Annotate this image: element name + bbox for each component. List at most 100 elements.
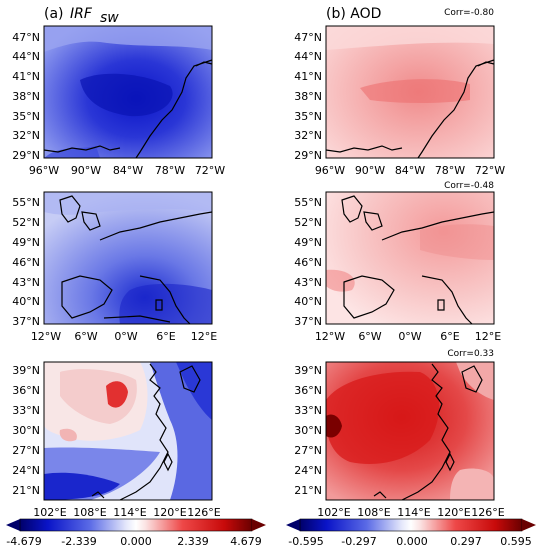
xtick-label: 6°E: [156, 330, 175, 343]
xticks-ea-right: 102°E 108°E 114°E 120°E 126°E: [317, 506, 504, 519]
xtick-label: 126°E: [471, 506, 504, 519]
colorbar-left-tick: -2.339: [61, 535, 96, 548]
colorbar-right-tick: -0.595: [288, 535, 323, 548]
map-eu-aod-field: [326, 192, 494, 324]
map-ea-aod: [325, 361, 495, 501]
colorbar-right-tick: 0.297: [450, 535, 482, 548]
xticks-ea-left: 102°E 108°E 114°E 120°E 126°E: [33, 506, 220, 519]
xtick-label: 114°E: [113, 506, 146, 519]
colorbar-left-tick: 0.000: [120, 535, 152, 548]
left-title-subscript: sw: [100, 10, 119, 26]
colorbar-right-max-arrow: [522, 519, 536, 531]
ytick-label: 36°N: [294, 384, 322, 397]
ytick-label: 29°N: [294, 149, 322, 162]
xtick-label: 126°E: [187, 506, 220, 519]
xtick-label: 90°W: [355, 164, 385, 177]
ytick-label: 33°N: [294, 404, 322, 417]
ytick-label: 38°N: [12, 90, 40, 103]
ytick-label: 21°N: [294, 484, 322, 497]
corr-label-eu: Corr=-0.48: [444, 181, 494, 191]
ytick-label: 43°N: [294, 276, 322, 289]
left-title-prefix: (a): [44, 6, 64, 22]
corr-label-ea: Corr=0.33: [447, 349, 494, 359]
yticks-us-left: 47°N 44°N 41°N 38°N 35°N 32°N 29°N: [12, 31, 40, 162]
coastline-iberia: [61, 275, 113, 319]
coastline-us-east: [135, 59, 213, 159]
coastline-taiwan: [163, 452, 173, 472]
colorbar-left-max-arrow: [252, 519, 266, 531]
ytick-label: 32°N: [12, 129, 40, 142]
xticks-eu-left: 12°W 6°W 0°W 6°E 12°E: [31, 330, 217, 343]
ytick-label: 46°N: [294, 256, 322, 269]
ytick-label: 32°N: [294, 129, 322, 142]
colorbar-right-tick: -0.297: [341, 535, 376, 548]
coastline-china: [119, 363, 169, 501]
xtick-label: 72°W: [475, 164, 505, 177]
xtick-label: 96°W: [29, 164, 59, 177]
ytick-label: 41°N: [12, 70, 40, 83]
xticks-us-right: 96°W 90°W 84°W 78°W 72°W: [315, 164, 505, 177]
yticks-eu-left: 55°N 52°N 49°N 46°N 43°N 40°N 37°N: [12, 196, 40, 328]
colorbar-right-bar: [299, 518, 523, 532]
xtick-label: 102°E: [33, 506, 66, 519]
right-title: (b) AOD: [326, 6, 381, 22]
ytick-label: 21°N: [12, 484, 40, 497]
ytick-label: 27°N: [294, 444, 322, 457]
map-ea-irf: [43, 361, 213, 501]
ytick-label: 39°N: [294, 364, 322, 377]
xtick-label: 114°E: [397, 506, 430, 519]
ytick-label: 47°N: [12, 31, 40, 44]
yticks-eu-right: 55°N 52°N 49°N 46°N 43°N 40°N 37°N: [294, 196, 322, 328]
ytick-label: 47°N: [294, 31, 322, 44]
ytick-label: 40°N: [294, 295, 322, 308]
xtick-label: 96°W: [315, 164, 345, 177]
ytick-label: 30°N: [12, 424, 40, 437]
colorbar-left-tick: 2.339: [177, 535, 209, 548]
colorbar-left-bar: [19, 518, 253, 532]
ytick-label: 46°N: [12, 256, 40, 269]
xtick-label: 90°W: [71, 164, 101, 177]
xtick-label: 120°E: [437, 506, 470, 519]
xtick-label: 6°E: [440, 330, 459, 343]
map-us-irf: [43, 25, 213, 159]
left-title-symbol: IRF: [70, 6, 93, 22]
ytick-label: 36°N: [12, 384, 40, 397]
xtick-label: 0°W: [114, 330, 137, 343]
ytick-label: 35°N: [12, 110, 40, 123]
map-eu-aod: [325, 191, 495, 325]
ytick-label: 24°N: [12, 464, 40, 477]
xtick-label: 102°E: [317, 506, 350, 519]
ytick-label: 52°N: [12, 216, 40, 229]
ytick-label: 44°N: [12, 50, 40, 63]
xtick-label: 72°W: [195, 164, 225, 177]
ytick-label: 55°N: [294, 196, 322, 209]
xtick-label: 12°E: [475, 330, 501, 343]
ytick-label: 41°N: [294, 70, 322, 83]
colorbar-left-tick: -4.679: [6, 535, 41, 548]
ytick-label: 49°N: [294, 236, 322, 249]
xtick-label: 6°W: [74, 330, 97, 343]
xtick-label: 78°W: [155, 164, 185, 177]
xtick-label: 108°E: [73, 506, 106, 519]
xtick-label: 0°W: [398, 330, 421, 343]
ytick-label: 38°N: [294, 90, 322, 103]
ytick-label: 49°N: [12, 236, 40, 249]
xtick-label: 12°W: [315, 330, 345, 343]
yticks-ea-left: 39°N 36°N 33°N 30°N 27°N 24°N 21°N: [12, 364, 40, 497]
ytick-label: 30°N: [294, 424, 322, 437]
map-eu-irf: [43, 191, 213, 325]
ytick-label: 27°N: [12, 444, 40, 457]
colorbar-left-min-arrow: [6, 519, 20, 531]
ytick-label: 37°N: [294, 315, 322, 328]
coastline-italy: [139, 275, 191, 325]
colorbar-right-tick: 0.000: [396, 535, 428, 548]
xtick-label: 84°W: [113, 164, 143, 177]
ytick-label: 44°N: [294, 50, 322, 63]
ytick-label: 37°N: [12, 315, 40, 328]
map-us-aod: [325, 25, 495, 159]
ytick-label: 33°N: [12, 404, 40, 417]
xtick-label: 12°E: [191, 330, 217, 343]
corr-label-us: Corr=-0.80: [444, 8, 494, 18]
xticks-us-left: 96°W 90°W 84°W 78°W 72°W: [29, 164, 225, 177]
